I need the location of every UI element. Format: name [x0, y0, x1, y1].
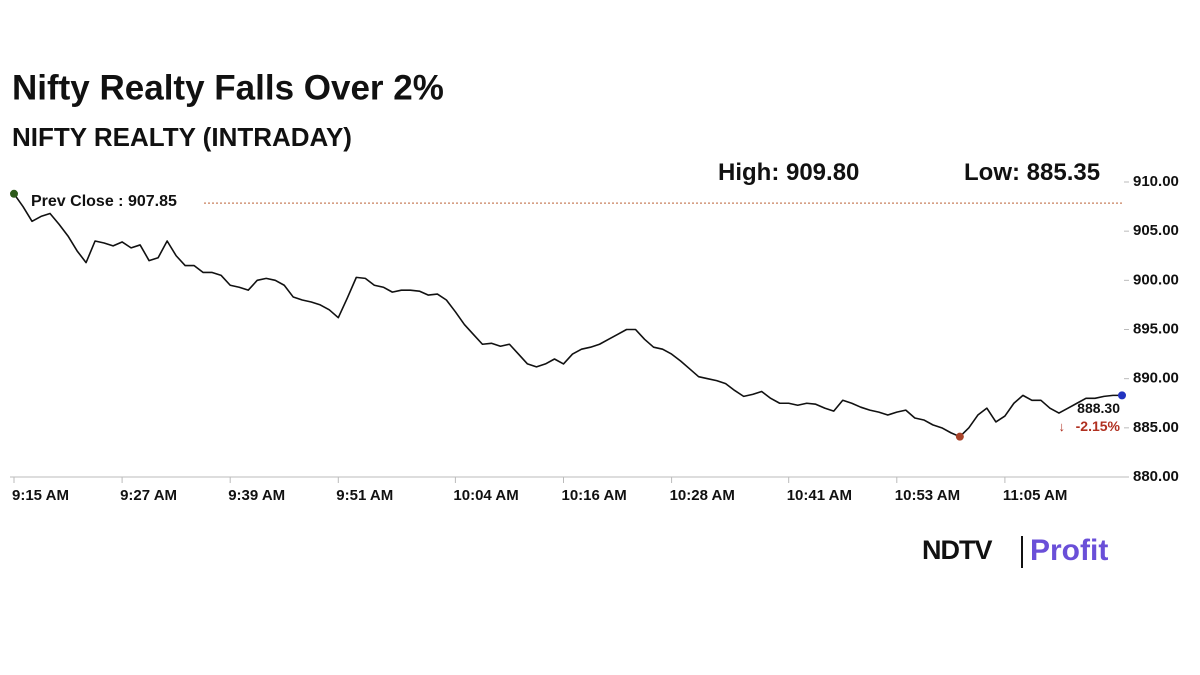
brand-name: NDTV — [922, 535, 992, 565]
marker-last — [1118, 391, 1126, 400]
marker-low — [955, 432, 964, 441]
y-tick-label: 885.00 — [1133, 419, 1179, 436]
marker-first — [10, 189, 18, 198]
y-tick-label: 880.00 — [1133, 468, 1179, 485]
end-value-label: 888.30 — [1077, 400, 1120, 416]
x-tick-label: 10:41 AM — [787, 487, 852, 504]
x-tick-label: 10:16 AM — [561, 487, 626, 504]
prev-close-value: 907.85 — [128, 193, 177, 210]
low-value: 885.35 — [1027, 159, 1100, 186]
low-stat: Low: 885.35 — [964, 159, 1100, 186]
brand-product: Profit — [1030, 534, 1108, 567]
price-line — [13, 193, 1122, 438]
prev-close-label: Prev Close : — [31, 193, 123, 210]
y-tick-label: 910.00 — [1133, 173, 1179, 190]
x-tick-label: 9:51 AM — [336, 487, 393, 504]
y-tick-label: 890.00 — [1133, 370, 1179, 387]
y-tick-label: 905.00 — [1133, 222, 1179, 239]
low-label: Low: — [964, 159, 1020, 186]
x-tick-label: 11:05 AM — [1003, 487, 1067, 504]
high-stat: High: 909.80 — [718, 159, 859, 186]
change-label: -2.15% — [1076, 418, 1121, 434]
prev-close-annotation: Prev Close : 907.85 — [31, 193, 177, 210]
y-tick-label: 895.00 — [1133, 320, 1179, 337]
change-arrow: ↓ — [1059, 419, 1066, 434]
y-tick-label: 900.00 — [1133, 271, 1179, 288]
x-tick-label: 10:53 AM — [895, 487, 960, 504]
high-label: High: — [718, 159, 779, 186]
chart-subtitle: NIFTY REALTY (INTRADAY) — [12, 122, 352, 152]
x-tick-label: 9:15 AM — [12, 487, 69, 504]
x-tick-label: 10:28 AM — [670, 487, 735, 504]
chart-title: Nifty Realty Falls Over 2% — [12, 68, 444, 107]
x-tick-label: 10:04 AM — [453, 487, 518, 504]
x-tick-label: 9:39 AM — [228, 487, 285, 504]
x-tick-label: 9:27 AM — [120, 487, 177, 504]
high-value: 909.80 — [786, 159, 859, 186]
